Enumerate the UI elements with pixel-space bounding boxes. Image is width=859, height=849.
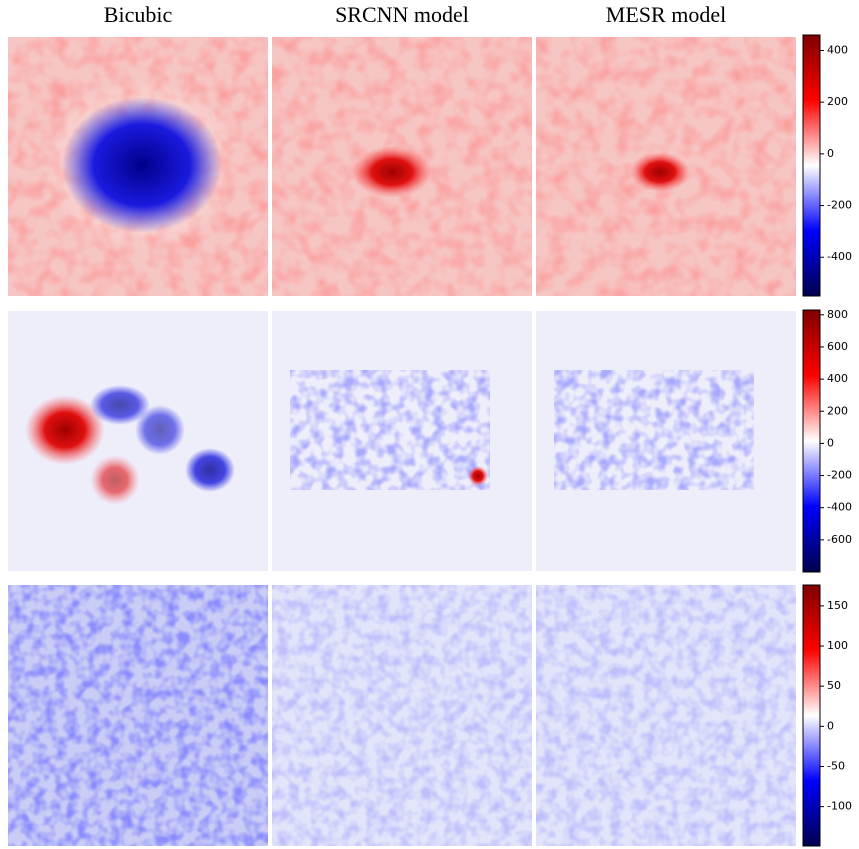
column-title: MESR model — [606, 2, 726, 27]
colorbar — [803, 310, 820, 572]
panel-texture — [290, 370, 490, 490]
colorbar-tick-label: 200 — [827, 404, 848, 417]
panel-texture — [272, 585, 532, 846]
panel-texture — [536, 585, 796, 846]
blob — [90, 455, 140, 505]
colorbar-tick-label: 0 — [827, 719, 834, 732]
blob — [62, 97, 222, 233]
blob — [185, 448, 235, 492]
panel-texture — [8, 585, 268, 846]
colorbar-tick-label: -600 — [827, 533, 852, 546]
figure: Bicubic SRCNN model MESR model -400 -200 0 — [0, 0, 859, 849]
colorbar-tick-label: 200 — [827, 95, 848, 108]
colorbar-tick-label: 150 — [827, 599, 848, 612]
colorbar-tick-label: -400 — [827, 501, 852, 514]
colorbar-tick-label: -100 — [827, 800, 852, 813]
colorbar-tick-label: 600 — [827, 340, 848, 353]
blob — [630, 152, 690, 192]
colorbar-tick-label: -200 — [827, 469, 852, 482]
colorbar-tick-label: 50 — [827, 679, 841, 692]
colorbar — [803, 585, 820, 846]
colorbar-tick-label: 0 — [827, 147, 834, 160]
column-title: SRCNN model — [335, 2, 469, 27]
colorbar-tick-label: 100 — [827, 639, 848, 652]
blob — [135, 405, 185, 455]
colorbar-tick-label: 0 — [827, 436, 834, 449]
column-title: Bicubic — [104, 2, 173, 27]
blob — [468, 466, 488, 486]
colorbar-tick-label: 800 — [827, 308, 848, 321]
colorbar-tick-label: 400 — [827, 372, 848, 385]
panels — [8, 37, 796, 846]
colorbar-tick-label: 400 — [827, 44, 848, 57]
colorbar — [803, 35, 820, 296]
colorbar-tick-label: -400 — [827, 250, 852, 263]
panel-texture — [554, 370, 754, 490]
blob — [352, 146, 432, 198]
colorbar-tick-label: -50 — [827, 759, 845, 772]
colorbar-tick-label: -200 — [827, 199, 852, 212]
